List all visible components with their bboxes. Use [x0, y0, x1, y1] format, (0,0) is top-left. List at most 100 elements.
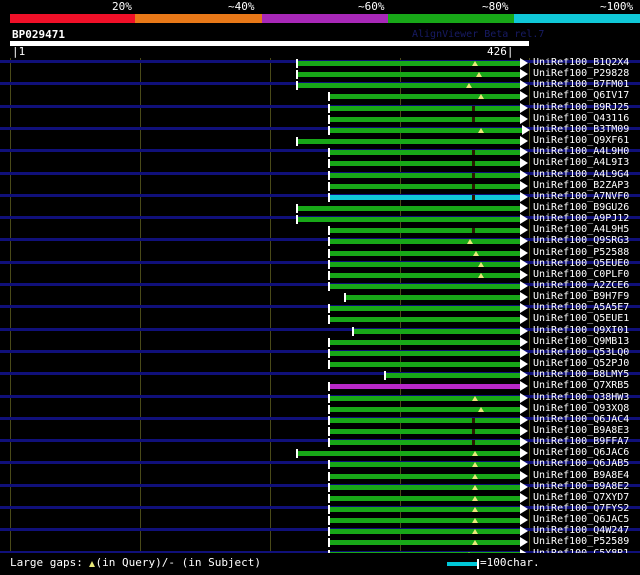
hit-label[interactable]: UniRef100_Q43116 [533, 112, 630, 124]
hit-label[interactable]: UniRef100_Q9XF61 [533, 135, 630, 147]
hit-label[interactable]: UniRef100_B2ZAP3 [533, 179, 630, 191]
hsp-bar[interactable] [330, 194, 520, 200]
hsp-bar[interactable] [330, 540, 520, 546]
hsp-bar[interactable] [330, 462, 520, 468]
hsp-bar[interactable] [298, 83, 520, 89]
hsp-bar[interactable] [330, 306, 520, 312]
hit-label[interactable]: UniRef100_C5Y8R1 [533, 548, 629, 553]
hit-label[interactable]: UniRef100_B9H7F9 [533, 291, 630, 303]
hit-label[interactable]: UniRef100_A4L9H5 [533, 224, 630, 236]
hsp-bar[interactable] [330, 417, 520, 423]
hit-label[interactable]: UniRef100_A2ZCE6 [533, 280, 630, 291]
hit-label[interactable]: UniRef100_A7NVF0 [533, 190, 630, 202]
hsp-bar[interactable] [330, 272, 520, 278]
hit-label[interactable]: UniRef100_Q52PJ0 [533, 358, 630, 370]
hsp-bar[interactable] [330, 406, 520, 412]
hsp-start-tick [328, 248, 330, 258]
hsp-start-tick [296, 59, 298, 68]
hit-label[interactable]: UniRef100_Q38HW3 [533, 391, 630, 403]
hit-label[interactable]: UniRef100_Q93XQ8 [533, 402, 630, 414]
hsp-bar[interactable] [330, 362, 520, 368]
hit-label[interactable]: UniRef100_Q6JAC5 [533, 514, 630, 526]
hsp-bar[interactable] [330, 350, 520, 356]
hit-label[interactable]: UniRef100_Q5EUE1 [533, 313, 630, 325]
hsp-bar[interactable] [330, 484, 520, 490]
hit-label[interactable]: UniRef100_Q9SRG3 [533, 235, 630, 247]
hsp-bar[interactable] [330, 250, 520, 256]
hit-label[interactable]: UniRef100_A4L9H0 [533, 146, 630, 158]
hsp-bar[interactable] [330, 150, 520, 156]
hit-label[interactable]: UniRef100_B9FFA7 [533, 436, 630, 448]
hsp-bar[interactable] [346, 295, 520, 301]
hsp-bar[interactable] [330, 529, 520, 535]
hit-label[interactable]: UniRef100_Q53LQ0 [533, 346, 630, 358]
hsp-bar[interactable] [330, 473, 520, 479]
hsp-start-tick [328, 516, 330, 526]
hsp-bar[interactable] [330, 127, 522, 133]
hsp-bar[interactable] [330, 261, 520, 267]
hit-label[interactable]: UniRef100_Q7XRB5 [533, 380, 630, 392]
hit-label[interactable]: UniRef100_B3TM09 [533, 123, 630, 135]
hit-label[interactable]: UniRef100_Q6JAC6 [533, 447, 630, 459]
hsp-bar[interactable] [298, 217, 520, 223]
hsp-start-tick [384, 371, 386, 381]
hit-label[interactable]: UniRef100_P29828 [533, 68, 630, 80]
hsp-bar[interactable] [330, 339, 520, 345]
hsp-bar[interactable] [330, 116, 520, 122]
hit-label[interactable]: UniRef100_B7FM01 [533, 79, 630, 91]
hsp-bar[interactable] [330, 284, 520, 289]
hit-label[interactable]: UniRef100_P52589 [533, 536, 630, 548]
hsp-bar[interactable] [298, 451, 520, 457]
hsp-bar[interactable] [330, 518, 520, 524]
hsp-bar[interactable] [330, 317, 520, 323]
hit-label[interactable]: UniRef100_C0PLF0 [533, 268, 630, 280]
hit-label[interactable]: UniRef100_Q9MB13 [533, 335, 630, 347]
hit-label[interactable]: UniRef100_B9A8E2 [533, 480, 630, 492]
hit-label[interactable]: UniRef100_A5A5E7 [533, 302, 630, 314]
hsp-bar[interactable] [330, 440, 520, 446]
hit-label[interactable]: UniRef100_Q6IV17 [533, 90, 630, 102]
hsp-bar[interactable] [298, 61, 520, 66]
gap-in-query-marker [476, 72, 481, 78]
hit-label[interactable]: UniRef100_B1Q2X4 [533, 58, 630, 68]
hsp-bar[interactable] [386, 373, 520, 379]
hit-label[interactable]: UniRef100_Q7FYS2 [533, 503, 630, 514]
hsp-bar[interactable] [330, 172, 520, 178]
hit-label[interactable]: UniRef100_Q6JAC4 [533, 413, 630, 425]
alignment-plot[interactable]: UniRef100_B1Q2X4 UniRef100_P29828 UniRef10… [0, 58, 640, 553]
hit-label[interactable]: UniRef100_Q4W247 [533, 525, 630, 537]
hsp-bar[interactable] [330, 395, 520, 401]
hsp-bar[interactable] [330, 105, 520, 111]
hsp-bar[interactable] [330, 507, 520, 512]
hit-label[interactable]: UniRef100_P52588 [533, 246, 630, 258]
hsp-start-tick [328, 282, 330, 291]
hsp-bar[interactable] [330, 384, 520, 390]
hit-label[interactable]: UniRef100_Q6JAB5 [533, 458, 630, 470]
hit-label[interactable]: UniRef100_A4L9I3 [533, 157, 630, 169]
hsp-bar[interactable] [330, 94, 520, 100]
hsp-direction-arrow [520, 381, 528, 392]
hit-label[interactable]: UniRef100_B9GU26 [533, 201, 630, 213]
hsp-bar[interactable] [330, 239, 520, 245]
hsp-direction-arrow [520, 91, 528, 102]
hsp-bar[interactable] [298, 205, 520, 211]
hsp-bar[interactable] [330, 551, 520, 553]
hit-label[interactable]: UniRef100_A4L9G4 [533, 168, 630, 180]
hit-label[interactable]: UniRef100_Q9XI01 [533, 324, 630, 336]
hit-label[interactable]: UniRef100_A9PJ12 [533, 213, 630, 225]
hit-label[interactable]: UniRef100_B8LMY5 [533, 369, 630, 381]
hsp-bar[interactable] [298, 72, 520, 78]
hit-label[interactable]: UniRef100_B9A8E3 [533, 424, 630, 436]
hit-label[interactable]: UniRef100_B9A8E4 [533, 469, 630, 481]
hsp-bar[interactable] [354, 328, 520, 334]
hit-label[interactable]: UniRef100_Q7XYD7 [533, 491, 630, 503]
hit-label[interactable]: UniRef100_B9RJ25 [533, 101, 630, 113]
hsp-bar[interactable] [298, 139, 520, 145]
hit-label[interactable]: UniRef100_Q5EUE0 [533, 257, 630, 269]
hsp-bar[interactable] [330, 183, 520, 189]
hsp-bar[interactable] [330, 161, 520, 167]
hsp-bar[interactable] [330, 495, 520, 501]
hsp-bar[interactable] [330, 228, 520, 234]
hsp-bar[interactable] [330, 428, 520, 434]
hsp-start-tick [328, 125, 330, 135]
